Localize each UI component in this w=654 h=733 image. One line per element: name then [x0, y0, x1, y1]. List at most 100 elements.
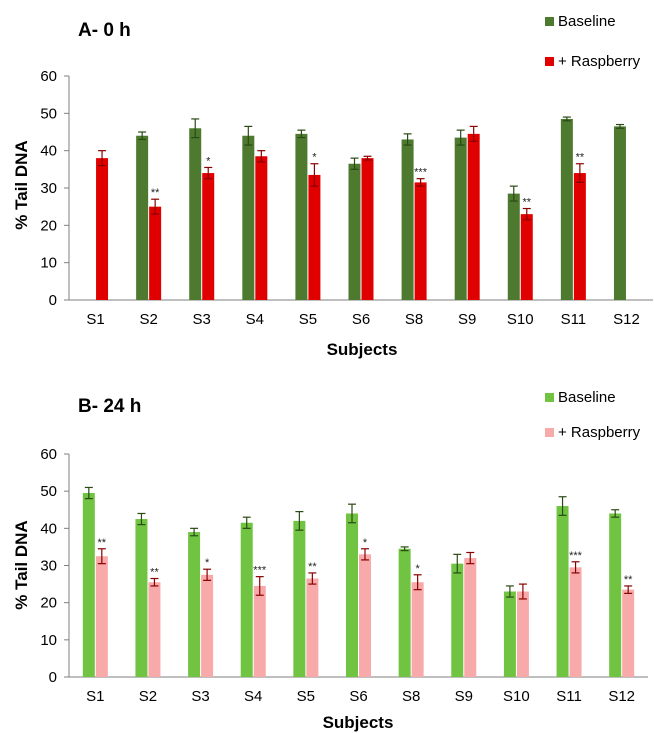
- y-tick-label: 20: [40, 595, 57, 612]
- bar-raspberry: [255, 156, 268, 300]
- bar-raspberry: [464, 558, 477, 677]
- x-tick-label: S5: [299, 311, 317, 328]
- y-axis-title-b: % Tail DNA: [12, 520, 31, 609]
- panel-title-a: A- 0 h: [78, 20, 131, 41]
- y-tick-label: 0: [49, 669, 57, 686]
- legend-swatch-baseline: [545, 17, 554, 26]
- bar-raspberry: [253, 585, 266, 677]
- bar-baseline: [82, 493, 95, 677]
- significance-label: ***: [253, 565, 267, 577]
- bar-baseline: [240, 522, 253, 677]
- x-tick-label: S6: [352, 311, 370, 328]
- significance-label: **: [576, 152, 585, 164]
- y-axis-title-a: % Tail DNA: [12, 140, 31, 229]
- significance-label: **: [150, 567, 159, 579]
- significance-label: **: [308, 561, 317, 573]
- bar-raspberry: [95, 556, 108, 677]
- x-tick-label: S10: [507, 311, 534, 328]
- bar-baseline: [346, 513, 358, 677]
- bar-baseline: [507, 193, 520, 300]
- bar-baseline: [451, 563, 464, 677]
- bar-raspberry: [467, 133, 480, 300]
- legend-swatch-baseline: [545, 393, 554, 402]
- bar-raspberry: [414, 182, 427, 300]
- bar-raspberry: [306, 578, 319, 677]
- panel-title-b: B- 24 h: [78, 396, 141, 417]
- x-tick-label: S4: [246, 311, 264, 328]
- bar-baseline: [398, 548, 411, 677]
- x-axis-title-b: Subjects: [323, 713, 394, 732]
- bar-baseline: [189, 128, 202, 300]
- bar-raspberry: [201, 574, 214, 677]
- y-tick-label: 50: [40, 483, 57, 500]
- significance-label: *: [415, 563, 420, 575]
- y-tick-label: 50: [40, 105, 57, 122]
- legend-swatch-raspberry: [545, 57, 554, 66]
- bar-raspberry: [520, 214, 533, 300]
- x-tick-label: S9: [455, 688, 473, 705]
- bar-baseline: [503, 591, 516, 677]
- bar-raspberry: [516, 591, 529, 677]
- legend-label-raspberry: + Raspberry: [558, 53, 641, 70]
- x-tick-label: S8: [405, 311, 423, 328]
- y-tick-label: 10: [40, 632, 57, 649]
- x-tick-label: S6: [349, 688, 367, 705]
- y-tick-label: 40: [40, 520, 57, 537]
- chart-panel-a: A- 0 h % Tail DNA Subjects 0 10 20 30 40 50 60…: [12, 13, 653, 359]
- x-axis-title-a: Subjects: [327, 340, 398, 359]
- significance-label: *: [363, 537, 368, 549]
- x-tick-label: S12: [613, 311, 640, 328]
- bar-baseline: [293, 520, 306, 677]
- x-tick-label: S3: [193, 311, 211, 328]
- bar-baseline: [135, 519, 148, 677]
- x-tick-label: S2: [139, 311, 157, 328]
- significance-label: *: [205, 557, 210, 569]
- x-tick-label: S11: [556, 688, 582, 705]
- significance-label: ***: [414, 167, 428, 179]
- significance-label: **: [522, 197, 531, 209]
- bar-baseline: [188, 532, 201, 677]
- bar-raspberry: [569, 567, 582, 677]
- significance-label: *: [206, 155, 211, 167]
- y-tick-label: 60: [40, 68, 57, 85]
- y-tick-label: 30: [40, 558, 57, 575]
- legend-label-baseline: Baseline: [558, 389, 616, 406]
- legend-label-raspberry: + Raspberry: [558, 424, 641, 441]
- x-tick-label: S9: [458, 311, 476, 328]
- x-tick-label: S8: [402, 688, 420, 705]
- bar-raspberry: [359, 554, 371, 677]
- x-tick-label: S3: [191, 688, 209, 705]
- significance-label: *: [312, 152, 317, 164]
- y-tick-label: 40: [40, 143, 57, 160]
- bar-raspberry: [148, 582, 161, 677]
- significance-label: **: [624, 574, 633, 586]
- x-tick-label: S5: [297, 688, 315, 705]
- x-tick-label: S4: [244, 688, 262, 705]
- bar-raspberry: [149, 206, 162, 300]
- bar-baseline: [556, 506, 569, 677]
- significance-label: ***: [569, 550, 583, 562]
- bar-raspberry: [308, 174, 321, 300]
- bar-baseline: [454, 137, 467, 300]
- y-tick-label: 0: [49, 292, 57, 309]
- x-tick-label: S10: [503, 688, 530, 705]
- significance-label: **: [98, 537, 107, 549]
- bar-baseline: [136, 135, 149, 300]
- bar-raspberry: [96, 158, 109, 300]
- legend-swatch-raspberry: [545, 428, 554, 437]
- x-tick-label: S11: [561, 311, 587, 328]
- bar-raspberry: [411, 582, 424, 677]
- bar-raspberry: [202, 173, 215, 300]
- bar-baseline: [295, 133, 308, 300]
- y-tick-label: 10: [40, 255, 57, 272]
- significance-label: **: [151, 187, 160, 199]
- y-tick-label: 30: [40, 180, 57, 197]
- bar-baseline: [560, 118, 573, 300]
- bar-baseline: [609, 513, 622, 677]
- bar-raspberry: [361, 158, 374, 300]
- bar-raspberry: [573, 173, 586, 300]
- bar-baseline: [348, 163, 361, 300]
- bar-baseline: [242, 135, 255, 300]
- x-tick-label: S12: [608, 688, 635, 705]
